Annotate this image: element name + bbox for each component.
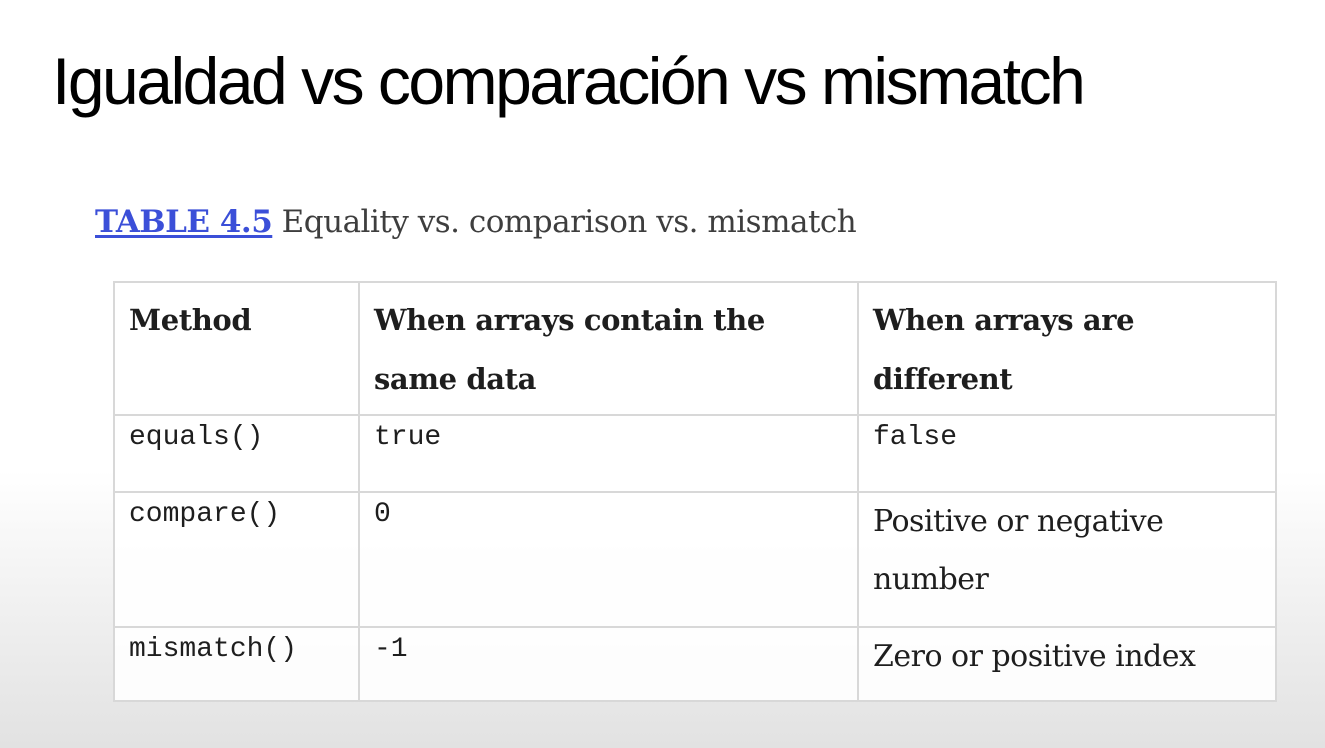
table-reference-link[interactable]: TABLE 4.5 (95, 204, 273, 240)
header-same-data: When arrays contain the same data (358, 281, 859, 416)
table-header-row: Method When arrays contain the same data… (113, 281, 1277, 416)
header-different: When arrays are different (857, 281, 1277, 416)
header-method: Method (113, 281, 360, 416)
method-cell: compare() (113, 491, 360, 628)
table-caption: TABLE 4.5 Equality vs. comparison vs. mi… (95, 204, 857, 240)
method-cell: equals() (113, 414, 360, 493)
same-data-cell: 0 (358, 491, 859, 628)
table-row: equals() true false (113, 414, 1277, 493)
slide-title: Igualdad vs comparación vs mismatch (52, 44, 1086, 118)
comparison-table: Method When arrays contain the same data… (113, 281, 1277, 702)
method-cell: mismatch() (113, 626, 360, 702)
same-data-cell: -1 (358, 626, 859, 702)
table-row: mismatch() -1 Zero or positive index (113, 626, 1277, 702)
table-caption-text: Equality vs. comparison vs. mismatch (281, 204, 857, 240)
different-cell: Zero or positive index (857, 626, 1277, 702)
table-row: compare() 0 Positive or negative number (113, 491, 1277, 628)
different-cell: false (857, 414, 1277, 493)
same-data-cell: true (358, 414, 859, 493)
different-cell: Positive or negative number (857, 491, 1277, 628)
